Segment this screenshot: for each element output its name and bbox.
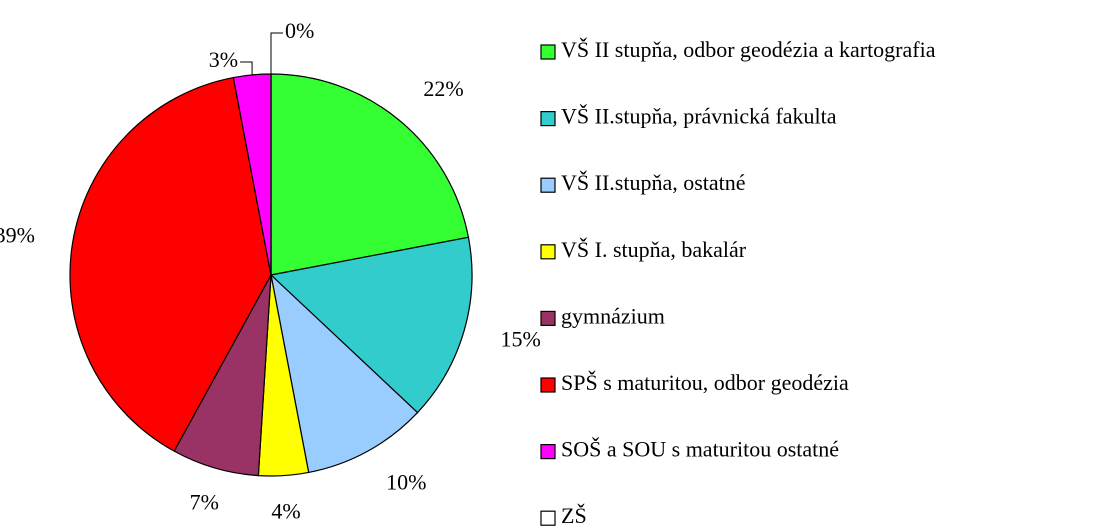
legend-swatch (540, 44, 556, 60)
data-label: 22% (423, 76, 463, 101)
legend-swatch (540, 177, 556, 193)
legend-label: SOŠ a SOU s maturitou ostatné (561, 437, 839, 462)
legend-swatch (540, 110, 556, 127)
data-label: 3% (209, 47, 238, 72)
pie-slice (269, 236, 473, 414)
data-label: 39% (0, 223, 35, 248)
legend-label: ZŠ (561, 503, 587, 527)
legend-label: SPŠ s maturitou, odbor geodézia (561, 370, 849, 395)
pie-slice (270, 273, 419, 474)
legend-label: VŠ II.stupňa, právnická fakulta (561, 104, 837, 129)
legend-label: VŠ II.stupňa, ostatné (561, 170, 746, 195)
data-label: 15% (501, 327, 541, 352)
legend-swatch (540, 444, 556, 460)
data-label: 4% (271, 499, 300, 524)
legend-label: gymnázium (561, 303, 665, 328)
data-label: 7% (190, 490, 219, 515)
data-label: 10% (386, 469, 426, 494)
pie-slice (69, 76, 272, 452)
legend-label: VŠ I. stupňa, bakalár (561, 237, 747, 262)
leader-line (240, 61, 253, 75)
legend-swatch (540, 310, 556, 326)
data-label: 0% (285, 18, 314, 43)
legend-swatch (540, 510, 556, 526)
legend-label: VŠ II stupňa, odbor geodézia a kartograf… (561, 37, 936, 62)
legend-swatch (540, 244, 556, 260)
legend-swatch (540, 377, 556, 393)
pie-slice (270, 73, 470, 276)
leader-line (270, 32, 283, 74)
